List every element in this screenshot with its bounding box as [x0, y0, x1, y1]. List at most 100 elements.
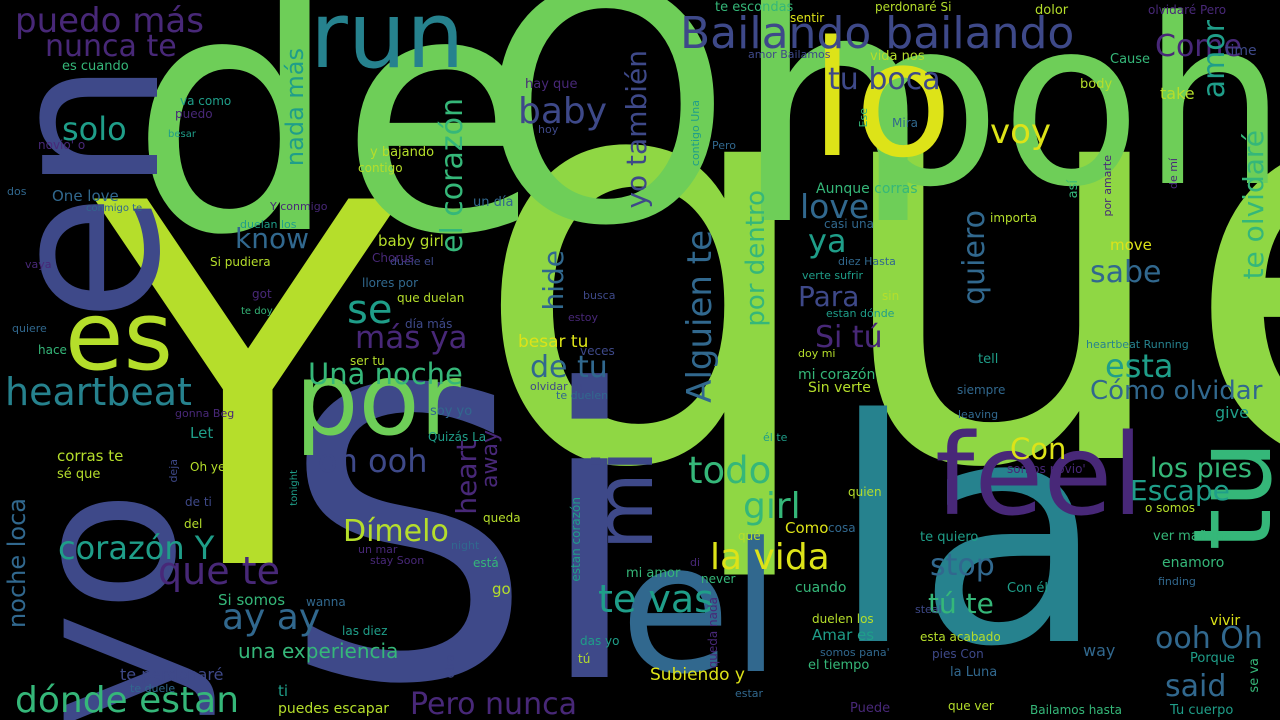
word: go [492, 580, 511, 598]
word: nada más [281, 48, 309, 167]
word: Sin verte [808, 380, 871, 396]
word: Oh yes [190, 460, 232, 474]
word: todo [688, 449, 772, 492]
word: mi amor [626, 566, 681, 581]
word: Oh [480, 0, 935, 296]
word: otra [443, 654, 457, 679]
word: Cómo olvidar [1090, 376, 1263, 406]
word: del [184, 517, 203, 531]
word: heart [450, 440, 483, 515]
word: One love [52, 187, 119, 205]
word: Cause [1110, 52, 1151, 67]
word: run [310, 0, 465, 89]
word: sin [882, 289, 900, 303]
word: way [1083, 641, 1116, 660]
word: lo [810, 6, 953, 193]
word: el tiempo [808, 658, 870, 673]
word: sentir [790, 11, 825, 25]
word: Si pudiera [210, 255, 271, 269]
word: Quizás La [428, 430, 487, 444]
word: corras te [57, 447, 124, 465]
word: give [1215, 403, 1249, 422]
word: body [1080, 77, 1113, 92]
word: amor [1197, 20, 1232, 99]
word: estan corazón [569, 497, 583, 582]
word: veces [580, 344, 615, 358]
word: di [690, 556, 701, 569]
word: Bailamos hasta [1030, 703, 1122, 717]
word: de [130, 0, 543, 307]
word: quiere [12, 322, 47, 335]
word: Subiendo y [650, 665, 745, 685]
word: llores por [362, 276, 419, 290]
word: te perdonaré [120, 665, 224, 684]
word: duelan los [240, 218, 297, 231]
word: besar [168, 129, 196, 140]
word: se va [1247, 658, 1262, 693]
word: love [800, 187, 870, 226]
word: Dímelo [343, 514, 449, 549]
word: ser tu [350, 354, 385, 368]
word: de ti [185, 495, 212, 509]
word: quien [848, 485, 882, 499]
word: Porque [1190, 651, 1235, 666]
word: corazón Y [58, 529, 215, 567]
word: Mira [892, 116, 918, 130]
word: doy mi [798, 347, 836, 360]
word: el [620, 505, 781, 714]
word: girl [743, 486, 801, 527]
word: Con él [1007, 581, 1049, 596]
word: ya [808, 222, 847, 260]
word: te duele [130, 682, 176, 695]
word: ti [278, 682, 289, 700]
word: steal [915, 603, 942, 616]
word: un mar [358, 543, 398, 556]
word: amor Bailamos [748, 48, 831, 61]
word: un día [473, 195, 514, 210]
word: que ver [948, 699, 994, 713]
word: hide [537, 250, 570, 311]
word: va como [180, 94, 232, 108]
word: te duelen [556, 389, 609, 402]
word: hay que [525, 77, 578, 92]
word: importa [990, 211, 1037, 225]
word: estan dónde [826, 307, 895, 320]
word: duele el [390, 255, 434, 268]
word: Tu cuerpo [1170, 703, 1234, 718]
word: día más [405, 317, 453, 331]
word: siempre [957, 383, 1006, 397]
word: night [451, 539, 480, 552]
word: dos [7, 185, 27, 198]
word: olvidaré Pero [1148, 3, 1227, 17]
word: Una noche [308, 357, 463, 391]
word: Si [280, 307, 646, 720]
word: busca [583, 289, 616, 302]
word: Si somos [218, 591, 286, 609]
word: te quiero [920, 530, 979, 545]
word: Aunque corras [816, 181, 918, 197]
word: leaving [958, 408, 999, 421]
word: tell [978, 352, 999, 367]
word: know [235, 222, 309, 255]
word: Bailando bailando [680, 8, 1075, 59]
word: nunca te [45, 29, 177, 64]
word: te olvidaré [1237, 130, 1270, 280]
word: por amarte [1101, 155, 1114, 217]
word: stop [930, 548, 995, 583]
word: vida nos [870, 49, 925, 64]
word: casi una [824, 217, 874, 231]
word: Escape [1130, 474, 1230, 507]
word: que [470, 0, 1280, 591]
word: dónde estan [15, 680, 240, 720]
word: por [295, 341, 461, 458]
word: yo también [620, 50, 653, 209]
word: Alguien te [680, 230, 720, 403]
word: y bajando [370, 145, 435, 160]
word: hace [38, 343, 67, 357]
word: es cuando [62, 59, 129, 74]
word: baby girl [378, 232, 444, 250]
word: mi corazón [798, 367, 876, 383]
word: voy [990, 112, 1052, 152]
word: pies Con [932, 647, 984, 661]
